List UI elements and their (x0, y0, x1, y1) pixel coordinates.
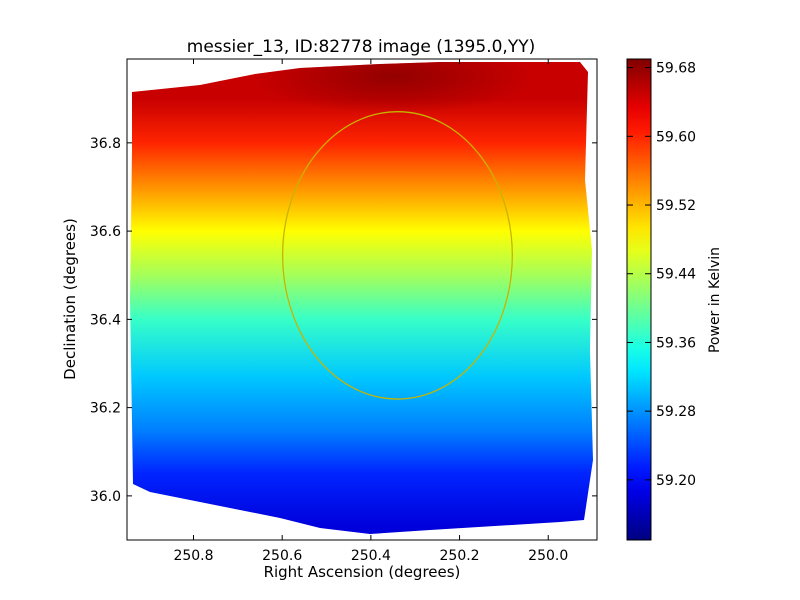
y-axis-ticks: 36.0 36.2 36.4 36.6 36.8 (90, 136, 597, 505)
colorbar-label: Power in Kelvin (707, 247, 723, 353)
x-tick-label-3: 250.2 (440, 548, 480, 564)
y-axis-label: Declination (degrees) (61, 218, 79, 380)
x-tick-label-0: 250.8 (173, 548, 213, 564)
chart-title: messier_13, ID:82778 image (1395.0,YY) (187, 37, 535, 57)
y-tick-label-3: 36.6 (90, 224, 121, 240)
heatmap-fill (130, 62, 593, 534)
colorbar-tick-label-0: 59.20 (656, 473, 696, 489)
colorbar-tick-label-6: 59.68 (656, 61, 696, 77)
y-tick-label-0: 36.0 (90, 489, 121, 505)
y-tick-label-2: 36.4 (90, 312, 121, 328)
colorbar (626, 58, 652, 541)
colorbar-tick-label-4: 59.52 (656, 198, 696, 214)
colorbar-tick-label-5: 59.60 (656, 129, 696, 145)
x-tick-label-2: 250.4 (351, 548, 391, 564)
x-tick-label-4: 250.0 (528, 548, 568, 564)
x-axis-label: Right Ascension (degrees) (264, 563, 461, 581)
region-circle (281, 111, 513, 400)
heatmap-hotspot (253, 62, 534, 115)
colorbar-tick-label-1: 59.28 (656, 404, 696, 420)
heatmap-image (130, 62, 593, 534)
x-tick-label-1: 250.6 (262, 548, 302, 564)
plot-frame (126, 58, 598, 541)
y-tick-label-4: 36.8 (90, 136, 121, 152)
colorbar-tick-label-3: 59.44 (656, 267, 696, 283)
y-tick-label-1: 36.2 (90, 401, 121, 417)
colorbar-ticks: 59.20 59.28 59.36 59.44 59.52 59.60 59.68 (627, 61, 696, 489)
x-axis-ticks: 250.8 250.6 250.4 250.2 250.0 (173, 59, 568, 564)
colorbar-tick-label-2: 59.36 (656, 335, 696, 351)
